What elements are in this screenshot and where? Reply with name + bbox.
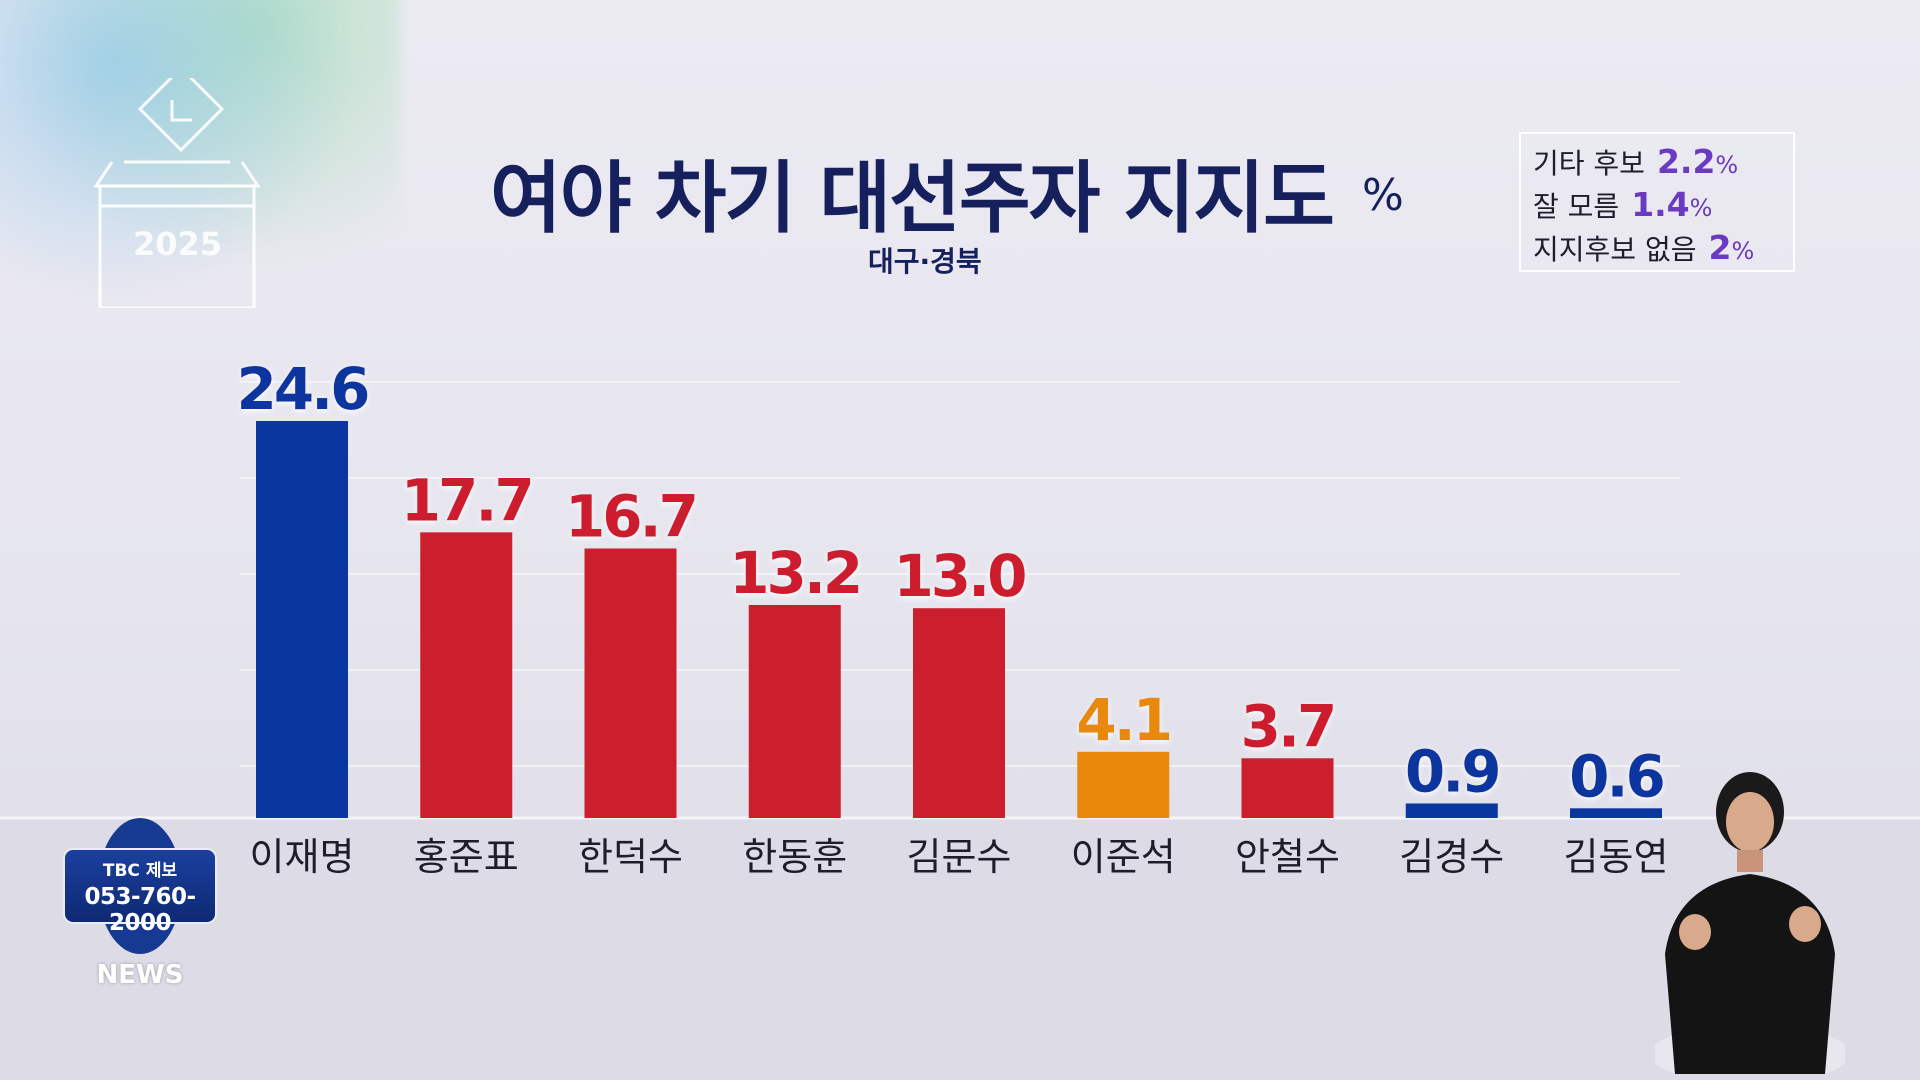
tbc-label: TBC 제보 xyxy=(102,861,178,881)
category-label: 이준석 xyxy=(1071,835,1176,879)
ballot-box-icon xyxy=(93,78,261,308)
side-stat-label: 기타 후보 xyxy=(1533,147,1645,180)
category-label: 홍준표 xyxy=(414,835,519,879)
data-label: 13.0 xyxy=(893,542,1025,610)
side-stat-unit: % xyxy=(1689,194,1713,222)
category-label: 한덕수 xyxy=(578,835,683,879)
category-label: 김동연 xyxy=(1564,835,1669,879)
data-label: 17.7 xyxy=(401,466,532,534)
bars: 24.6 이재명 17.7 홍준표 16.7 한덕수 13.2 한동훈 13.0 김문수 4.1 이준… xyxy=(236,355,1668,879)
side-stat-value: 2.2 xyxy=(1656,142,1716,181)
data-label: 13.2 xyxy=(729,539,860,607)
side-stat-label: 지지후보 없음 xyxy=(1533,233,1697,266)
tbc-report-badge: TBC 제보 053-760-2000 xyxy=(63,848,217,936)
side-stat-value: 2 xyxy=(1708,228,1732,267)
data-label: 0.9 xyxy=(1405,737,1499,805)
side-stat-unit: % xyxy=(1731,237,1755,265)
bar-홍준표 xyxy=(420,532,513,818)
side-stat-none: 지지후보 없음 2% xyxy=(1533,228,1793,271)
chart-title: 여야 차기 대선주자 지지도 xyxy=(490,154,1335,244)
bar-이재명 xyxy=(256,421,348,818)
bar-안철수 xyxy=(1241,758,1334,818)
data-label: 16.7 xyxy=(565,482,696,550)
side-stat-unknown: 잘 모름 1.4% xyxy=(1533,185,1793,228)
watercolor-decoration xyxy=(0,0,400,340)
side-stat-unit: % xyxy=(1715,151,1739,179)
category-label: 한동훈 xyxy=(742,835,847,879)
data-label: 4.1 xyxy=(1076,686,1170,754)
bar-한덕수 xyxy=(584,548,677,818)
floor-band xyxy=(0,818,1920,1080)
chart-subtitle: 대구·경북 xyxy=(868,245,982,278)
bar-김동연 xyxy=(1570,808,1662,818)
bar-김문수 xyxy=(913,608,1005,818)
title-unit: % xyxy=(1362,170,1404,221)
category-label: 김경수 xyxy=(1399,835,1504,879)
category-label: 안철수 xyxy=(1235,835,1340,879)
sign-language-interpreter xyxy=(1655,772,1845,1074)
category-label: 이재명 xyxy=(250,835,355,879)
side-stat-label: 잘 모름 xyxy=(1533,190,1620,223)
bar-이준석 xyxy=(1077,751,1170,818)
category-label: 김문수 xyxy=(907,835,1012,879)
ballot-year: 2025 xyxy=(132,225,223,263)
data-label: 0.6 xyxy=(1569,742,1663,810)
tbc-phone: 053-760-2000 xyxy=(84,884,196,936)
data-label: 3.7 xyxy=(1241,692,1335,760)
tbc-news-logo: NEWS xyxy=(96,960,184,990)
other-responses-box: 기타 후보 2.2% 잘 모름 1.4% 지지후보 없음 2% xyxy=(1519,132,1795,272)
data-label: 24.6 xyxy=(236,355,368,423)
side-stat-other: 기타 후보 2.2% xyxy=(1533,142,1793,185)
bar-한동훈 xyxy=(748,604,841,818)
side-stat-value: 1.4 xyxy=(1631,185,1690,224)
bar-김경수 xyxy=(1405,803,1498,818)
